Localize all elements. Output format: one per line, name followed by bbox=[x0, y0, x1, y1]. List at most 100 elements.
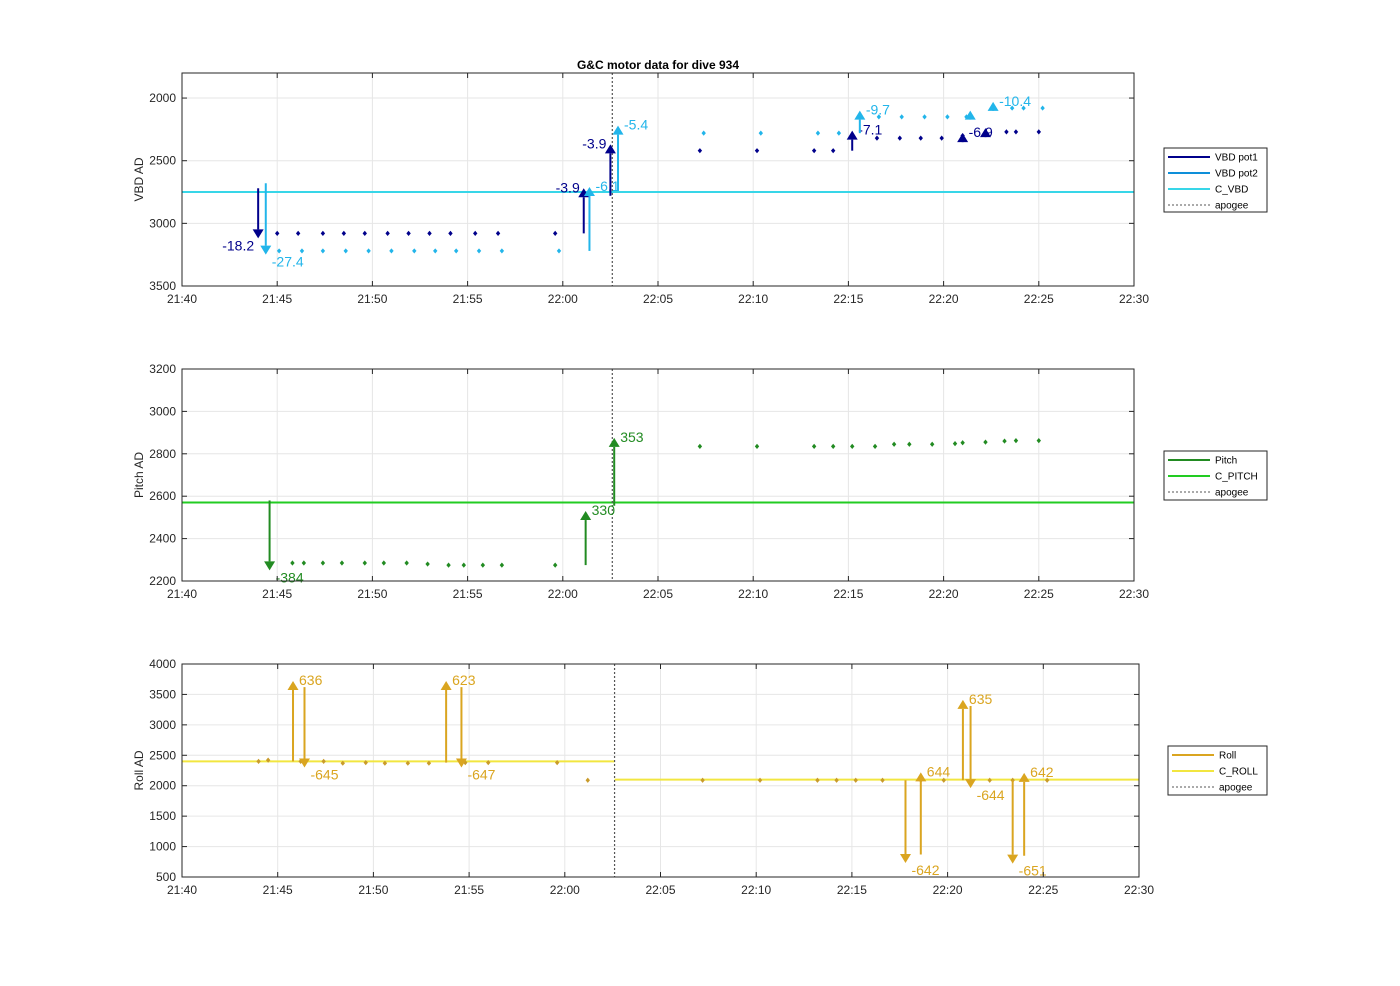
arrow-label: 644 bbox=[927, 763, 951, 779]
x-tick-label: 22:30 bbox=[1119, 292, 1149, 306]
x-tick-label: 22:05 bbox=[643, 587, 673, 601]
y-tick-label: 2200 bbox=[149, 574, 176, 588]
arrow-head bbox=[1018, 772, 1030, 782]
data-point bbox=[1009, 105, 1015, 111]
x-tick-label: 22:00 bbox=[548, 587, 578, 601]
data-point bbox=[697, 443, 703, 449]
arrow-head bbox=[846, 130, 858, 140]
arrow-head bbox=[440, 681, 452, 691]
arrow-label: -6.1 bbox=[595, 178, 619, 194]
arrow-head bbox=[260, 245, 272, 255]
data-point bbox=[754, 148, 760, 154]
x-tick-label: 22:10 bbox=[738, 587, 768, 601]
x-tick-label: 22:30 bbox=[1124, 883, 1154, 897]
y-tick-label: 3500 bbox=[149, 687, 176, 701]
data-point bbox=[427, 230, 432, 236]
arrow-head bbox=[298, 758, 310, 768]
arrow-label: -5.4 bbox=[624, 117, 648, 133]
arrow-head bbox=[979, 128, 991, 138]
data-point bbox=[1044, 777, 1050, 783]
data-point bbox=[880, 777, 885, 783]
arrow-label: -27.4 bbox=[272, 254, 304, 270]
arrow-head bbox=[957, 133, 969, 143]
arrow-head bbox=[1007, 854, 1019, 864]
legend-label: VBD pot1 bbox=[1215, 153, 1258, 164]
data-point bbox=[945, 114, 950, 120]
arrow-label: -10.4 bbox=[999, 93, 1031, 109]
arrow-head bbox=[604, 144, 616, 154]
pitch-panel: -384 330 353 21:40 21:45 21:50 21:55 22:00 22:05… bbox=[132, 362, 1268, 601]
arrow-head bbox=[899, 854, 911, 864]
legend-label: Pitch bbox=[1215, 456, 1237, 467]
arrow-label: -3.9 bbox=[582, 135, 606, 151]
data-point bbox=[850, 443, 855, 449]
y-tick-label: 2800 bbox=[149, 447, 176, 461]
data-point bbox=[299, 248, 305, 254]
vbd-panel: -18.2 -27.4 -3.9 -6.1 -3.9 -5.4 -7.1 -9.7 -6.9 -1… bbox=[132, 72, 1268, 306]
data-point bbox=[446, 562, 451, 568]
data-point bbox=[426, 760, 432, 766]
x-tick-label: 22:15 bbox=[833, 587, 863, 601]
x-tick-label: 21:40 bbox=[167, 883, 197, 897]
data-point bbox=[404, 560, 409, 566]
legend-label: apogee bbox=[1215, 488, 1249, 499]
y-tick-label: 3200 bbox=[149, 362, 176, 376]
data-point bbox=[321, 758, 326, 764]
data-point bbox=[939, 135, 944, 141]
arrow-head bbox=[583, 187, 595, 197]
data-point bbox=[1040, 105, 1045, 111]
data-point bbox=[941, 777, 946, 783]
data-point bbox=[1002, 438, 1007, 444]
arrow-label: -3.9 bbox=[556, 179, 580, 195]
data-point bbox=[382, 760, 388, 766]
x-tick-label: 21:55 bbox=[454, 883, 484, 897]
arrow-label: 635 bbox=[969, 691, 993, 707]
data-point bbox=[476, 248, 482, 254]
x-tick-label: 22:20 bbox=[929, 587, 959, 601]
arrow-head bbox=[612, 125, 624, 135]
data-point bbox=[874, 135, 880, 141]
x-tick-label: 22:00 bbox=[548, 292, 578, 306]
data-point bbox=[320, 248, 326, 254]
data-point bbox=[701, 130, 706, 136]
y-tick-label: 3500 bbox=[149, 279, 176, 293]
data-point bbox=[290, 560, 295, 566]
arrow-label: -9.7 bbox=[866, 102, 890, 118]
y-tick-label: 3000 bbox=[149, 216, 176, 230]
data-point bbox=[1036, 129, 1041, 135]
data-point bbox=[499, 562, 505, 568]
data-point bbox=[929, 441, 935, 447]
data-point bbox=[918, 135, 923, 141]
data-point bbox=[811, 148, 817, 154]
data-point bbox=[295, 230, 301, 236]
x-tick-label: 22:20 bbox=[929, 292, 959, 306]
data-point bbox=[1004, 129, 1009, 135]
x-tick-label: 22:10 bbox=[738, 292, 768, 306]
y-tick-label: 3000 bbox=[149, 404, 176, 418]
x-tick-label: 22:05 bbox=[645, 883, 675, 897]
x-tick-label: 22:00 bbox=[550, 883, 580, 897]
x-tick-label: 22:10 bbox=[741, 883, 771, 897]
x-tick-label: 22:15 bbox=[837, 883, 867, 897]
arrow-label: 330 bbox=[592, 502, 616, 518]
arrow-label: 623 bbox=[452, 672, 476, 688]
data-point bbox=[256, 758, 261, 764]
data-point bbox=[815, 130, 821, 136]
arrow-head bbox=[854, 110, 866, 120]
arrow-label: -384 bbox=[276, 569, 304, 585]
data-point bbox=[499, 248, 505, 254]
x-tick-label: 22:05 bbox=[643, 292, 673, 306]
data-point bbox=[960, 440, 965, 446]
data-point bbox=[1013, 129, 1019, 135]
data-point bbox=[381, 560, 387, 566]
x-tick-label: 21:45 bbox=[262, 587, 292, 601]
data-point bbox=[406, 230, 411, 236]
data-point bbox=[552, 230, 558, 236]
x-tick-label: 22:25 bbox=[1028, 883, 1058, 897]
data-point bbox=[340, 760, 345, 766]
data-point bbox=[897, 135, 903, 141]
data-point bbox=[495, 230, 501, 236]
x-tick-label: 22:25 bbox=[1024, 587, 1054, 601]
